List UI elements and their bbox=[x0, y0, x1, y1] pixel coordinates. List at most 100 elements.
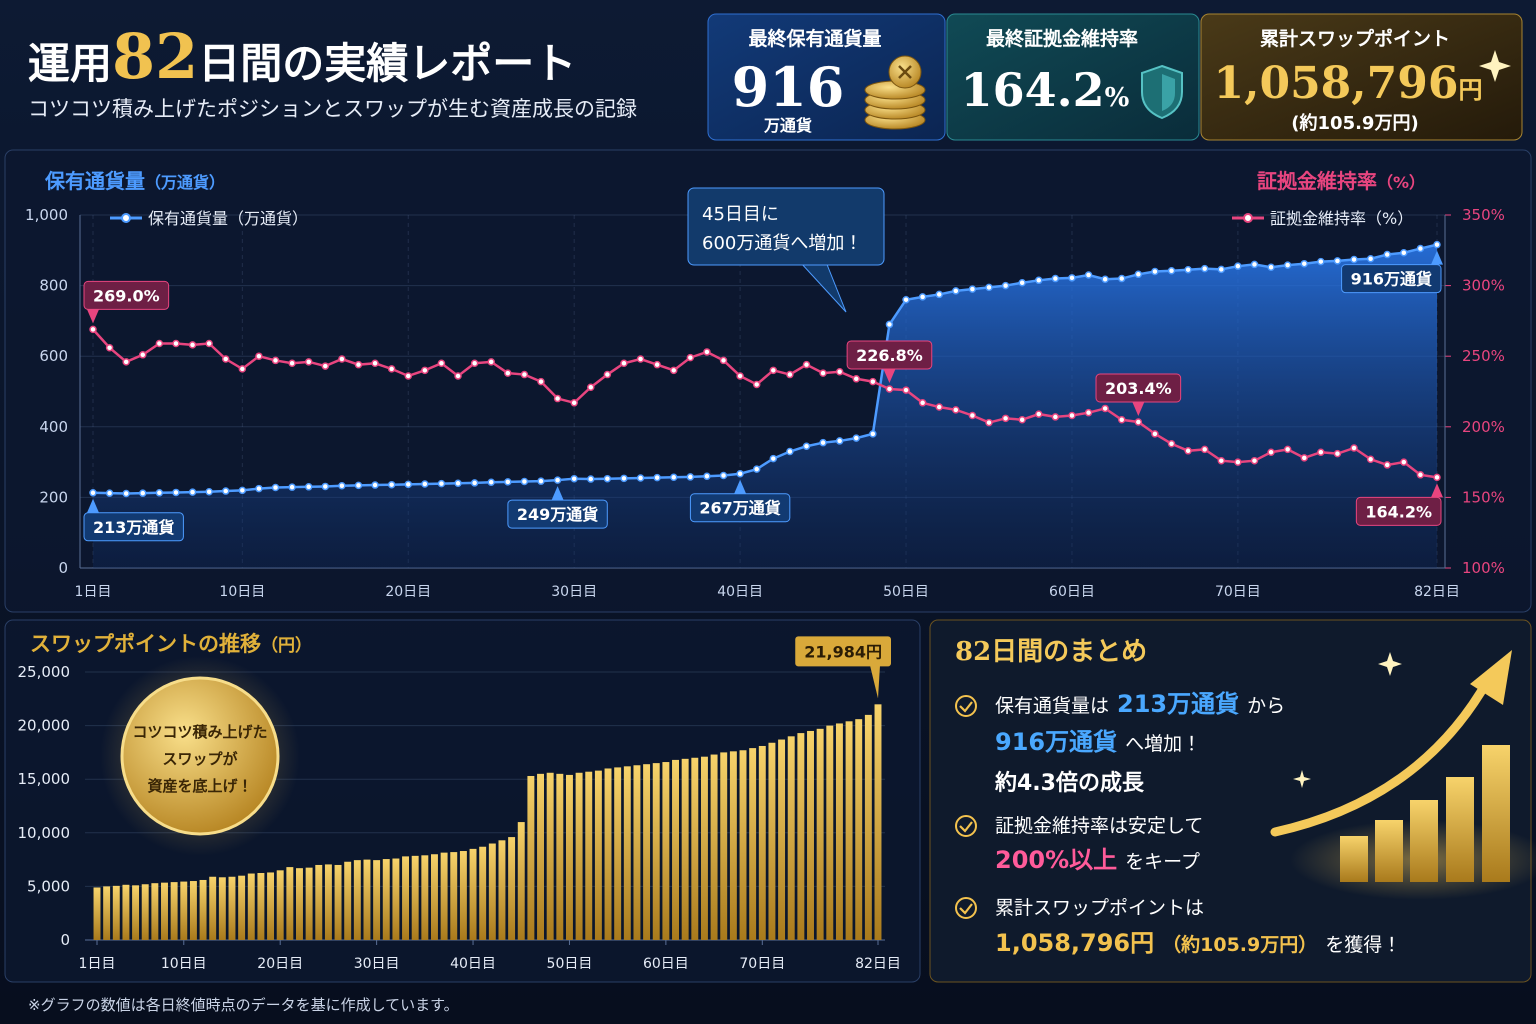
data-point bbox=[205, 488, 213, 496]
data-point bbox=[902, 386, 910, 394]
bar bbox=[296, 868, 303, 940]
data-point bbox=[1400, 458, 1408, 466]
data-label-callout: 269.0% bbox=[83, 280, 170, 324]
series-line bbox=[92, 243, 1438, 495]
data-point bbox=[703, 472, 711, 480]
subtitle: コツコツ積み上げたポジションとスワップが生む資産成長の記録 bbox=[28, 97, 637, 121]
y-tick-label: 10,000 bbox=[18, 824, 71, 842]
legend-label: 保有通貨量（万通貨） bbox=[148, 209, 308, 228]
bar bbox=[604, 768, 612, 940]
data-point bbox=[553, 476, 562, 484]
data-point bbox=[304, 483, 313, 491]
y2-tick-label: 150% bbox=[1462, 488, 1505, 506]
y-tick-label: 1,000 bbox=[25, 206, 68, 224]
data-point bbox=[835, 437, 844, 445]
data-point bbox=[1333, 257, 1342, 265]
annotation-box bbox=[687, 187, 885, 266]
data-point bbox=[952, 406, 960, 414]
data-label-callout: 916万通貨 bbox=[1341, 250, 1443, 294]
bar bbox=[315, 864, 323, 940]
data-point bbox=[354, 360, 363, 369]
data-point bbox=[205, 339, 213, 348]
bar bbox=[855, 719, 863, 940]
x-tick-label: 1日目 bbox=[79, 956, 116, 972]
data-point bbox=[1184, 447, 1192, 455]
summary-segment: へ増加！ bbox=[1125, 733, 1201, 755]
x-tick-label: 20日目 bbox=[385, 584, 431, 600]
bar bbox=[228, 876, 236, 940]
check-mark bbox=[959, 821, 973, 833]
data-point bbox=[752, 380, 761, 389]
bar bbox=[652, 763, 660, 940]
data-point bbox=[935, 403, 943, 411]
bar bbox=[768, 742, 776, 940]
data-point bbox=[570, 399, 578, 407]
data-point bbox=[155, 489, 164, 497]
bar bbox=[238, 875, 246, 940]
data-point bbox=[354, 481, 363, 490]
bar bbox=[267, 872, 275, 940]
bar bbox=[691, 757, 699, 940]
y-axis-title: 保有通貨量（万通貨） bbox=[44, 169, 225, 193]
data-point bbox=[686, 473, 695, 481]
summary-line: 1,058,796円 （約105.9万円） を獲得！ bbox=[995, 929, 1401, 957]
bar bbox=[382, 859, 390, 940]
bar-value-label: 21,984円 bbox=[804, 642, 882, 661]
bar bbox=[517, 822, 525, 940]
kpi-card bbox=[1200, 13, 1523, 141]
data-point bbox=[636, 355, 645, 363]
data-point bbox=[1084, 271, 1093, 279]
x-tick-label: 10日目 bbox=[219, 584, 265, 600]
data-point bbox=[902, 295, 910, 304]
bar bbox=[585, 771, 593, 940]
bar bbox=[276, 870, 284, 940]
data-point bbox=[587, 383, 595, 392]
callout-pointer bbox=[734, 479, 747, 494]
summary-segment: 保有通貨量は bbox=[995, 695, 1109, 717]
summary-title: 82日間のまとめ bbox=[955, 637, 1147, 667]
bar bbox=[141, 884, 149, 940]
kpi-note: (約105.9万円) bbox=[1291, 112, 1418, 134]
bar bbox=[594, 770, 602, 940]
callout-pointer bbox=[870, 665, 880, 699]
y-tick-label: 400 bbox=[39, 418, 68, 436]
data-point bbox=[470, 479, 479, 487]
chart-title-unit: （円） bbox=[261, 635, 312, 656]
bar bbox=[170, 882, 178, 940]
y-axis-title-text: 保有通貨量 bbox=[44, 169, 145, 193]
data-point bbox=[587, 475, 595, 483]
data-label-callout: 164.2% bbox=[1355, 483, 1443, 526]
data-point bbox=[952, 287, 960, 295]
data-point bbox=[404, 480, 413, 489]
data-point bbox=[1084, 408, 1093, 417]
x-tick-label: 50日目 bbox=[547, 956, 593, 972]
kpi-value: 916 bbox=[732, 55, 845, 119]
data-point bbox=[769, 366, 778, 375]
data-point bbox=[1416, 471, 1425, 479]
data-point bbox=[155, 339, 164, 348]
callout-pointer bbox=[87, 309, 99, 324]
summary-segment: 200%以上 bbox=[995, 846, 1117, 874]
data-point bbox=[1416, 244, 1425, 253]
chart-title-text: スワップポイントの推移 bbox=[30, 632, 261, 656]
data-point bbox=[537, 377, 545, 386]
callout-pointer bbox=[551, 486, 564, 501]
bar bbox=[199, 879, 207, 940]
legend-marker bbox=[121, 213, 131, 223]
bar bbox=[247, 873, 255, 940]
data-point bbox=[1018, 415, 1026, 424]
data-point bbox=[1167, 439, 1176, 448]
chart-title: スワップポイントの推移（円） bbox=[30, 632, 312, 656]
data-point bbox=[786, 447, 794, 456]
kpi-card bbox=[946, 13, 1200, 141]
data-label: 164.2% bbox=[1365, 502, 1432, 521]
bar bbox=[681, 758, 689, 940]
data-label-box bbox=[1355, 496, 1442, 526]
annotation-text: 600万通貨へ増加！ bbox=[702, 233, 862, 254]
y-tick-label: 0 bbox=[60, 931, 70, 949]
data-point bbox=[819, 438, 827, 447]
data-point bbox=[371, 481, 379, 489]
data-point bbox=[487, 478, 495, 486]
bar bbox=[537, 773, 545, 940]
bar bbox=[623, 766, 631, 940]
